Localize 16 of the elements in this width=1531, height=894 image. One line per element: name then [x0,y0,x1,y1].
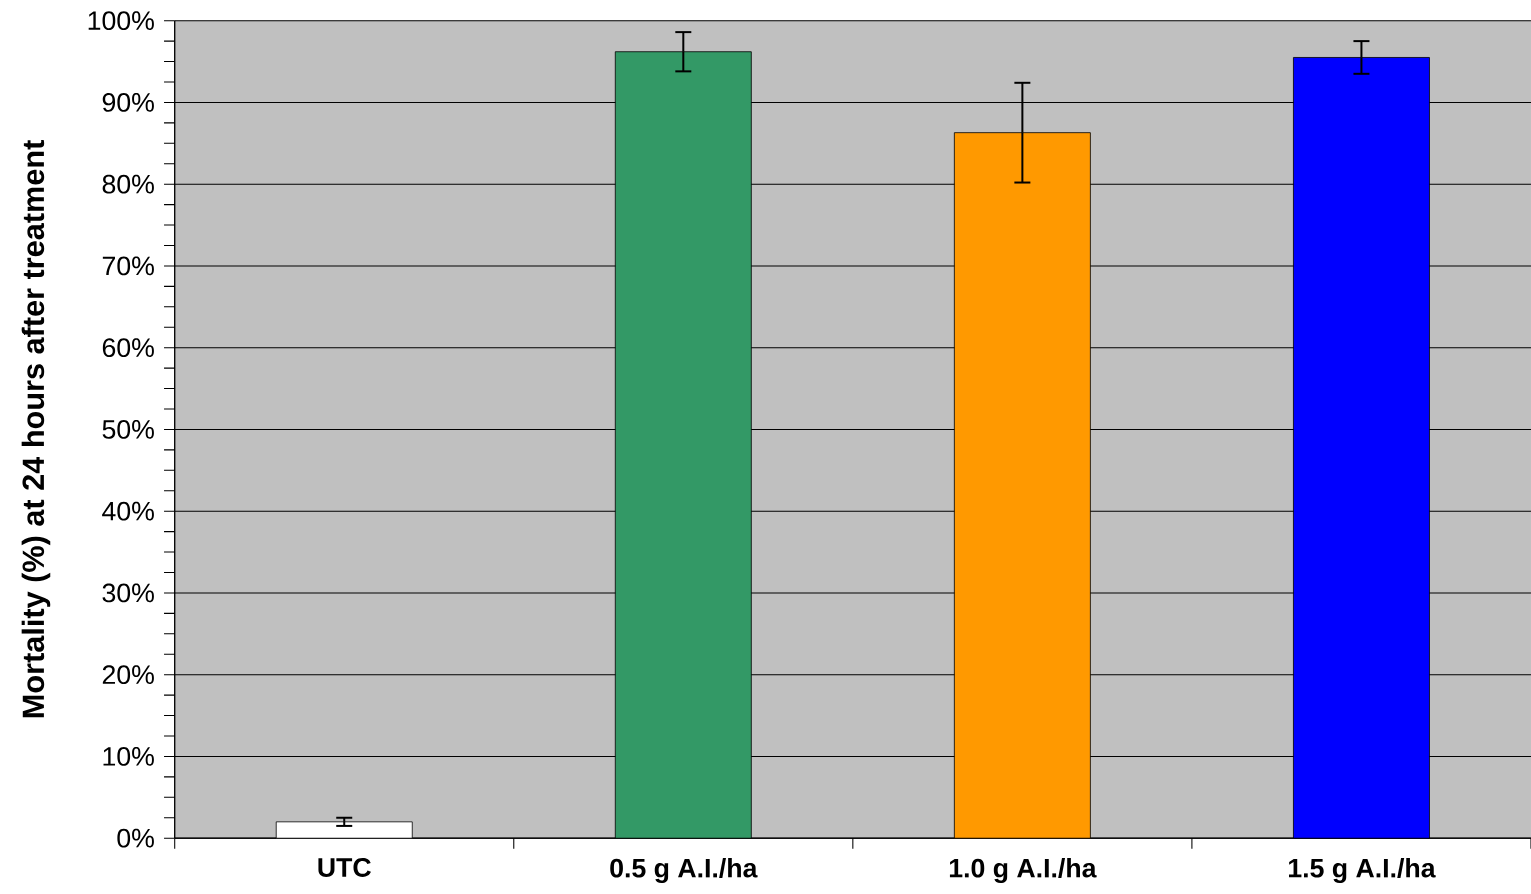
y-tick-label: 0% [117,828,154,848]
x-tick-label: UTC [318,858,371,878]
y-tick-label: 90% [102,93,154,113]
y-tick-label: 80% [102,174,154,194]
y-tick-label: 20% [102,665,154,685]
x-tick-label: 1.5 g A.I./ha [1289,858,1436,884]
y-tick-label: 100% [88,11,154,31]
y-tick-label: 40% [102,501,154,521]
y-axis-title: Mortality (%) at 24 hours after treatment [21,140,51,718]
x-tick-label: 1.0 g A.I./ha [949,858,1097,884]
x-tick-label: 0.5 g A.I./ha [610,858,758,884]
y-tick-label: 60% [102,338,154,358]
y-tick-label: 10% [103,747,154,767]
y-tick-label: 50% [102,420,154,440]
y-tick-label: 30% [102,583,154,603]
y-tick-label: 70% [102,256,154,276]
